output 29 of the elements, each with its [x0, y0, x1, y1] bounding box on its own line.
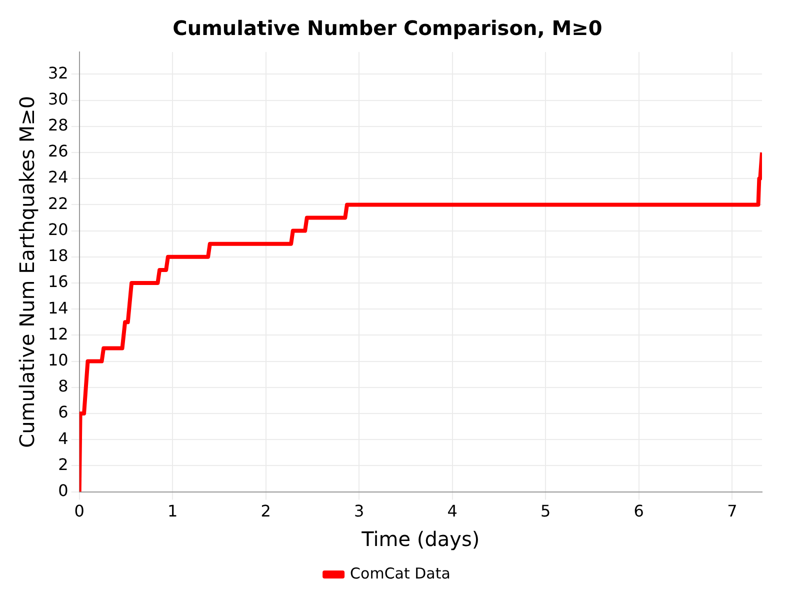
- x-tick-label: 7: [727, 502, 738, 521]
- legend-label: ComCat Data: [350, 564, 450, 582]
- x-tick-label: 3: [354, 502, 364, 521]
- y-tick-label: 30: [48, 89, 68, 108]
- y-tick-label: 0: [58, 480, 68, 500]
- x-axis-title: Time (days): [360, 527, 480, 552]
- y-tick-label: 24: [48, 168, 68, 187]
- y-tick-label: 16: [48, 272, 68, 292]
- chart-title: Cumulative Number Comparison, M≥0: [172, 16, 602, 40]
- y-tick-label: 14: [48, 298, 68, 318]
- x-tick-label: 2: [260, 502, 271, 521]
- y-axis-title: Cumulative Num Earthquakes M≥0: [15, 96, 40, 448]
- y-tick-label: 32: [48, 63, 68, 82]
- y-tick-label: 22: [48, 194, 68, 213]
- y-tick-label: 6: [58, 402, 68, 422]
- y-tick-label: 8: [58, 376, 68, 396]
- y-tick-label: 18: [48, 246, 68, 266]
- y-tick-label: 20: [48, 220, 68, 239]
- x-tick-label: 5: [540, 502, 551, 521]
- x-tick-label: 1: [168, 502, 178, 521]
- x-tick-label: 4: [447, 502, 458, 521]
- y-tick-label: 10: [48, 350, 68, 370]
- y-tick-label: 2: [58, 454, 68, 474]
- x-tick-label: 6: [634, 502, 644, 521]
- x-tick-label: 0: [74, 502, 84, 521]
- y-tick-label: 4: [58, 428, 68, 448]
- y-tick-label: 28: [48, 116, 68, 135]
- y-tick-label: 26: [48, 142, 68, 161]
- y-tick-label: 12: [48, 324, 68, 344]
